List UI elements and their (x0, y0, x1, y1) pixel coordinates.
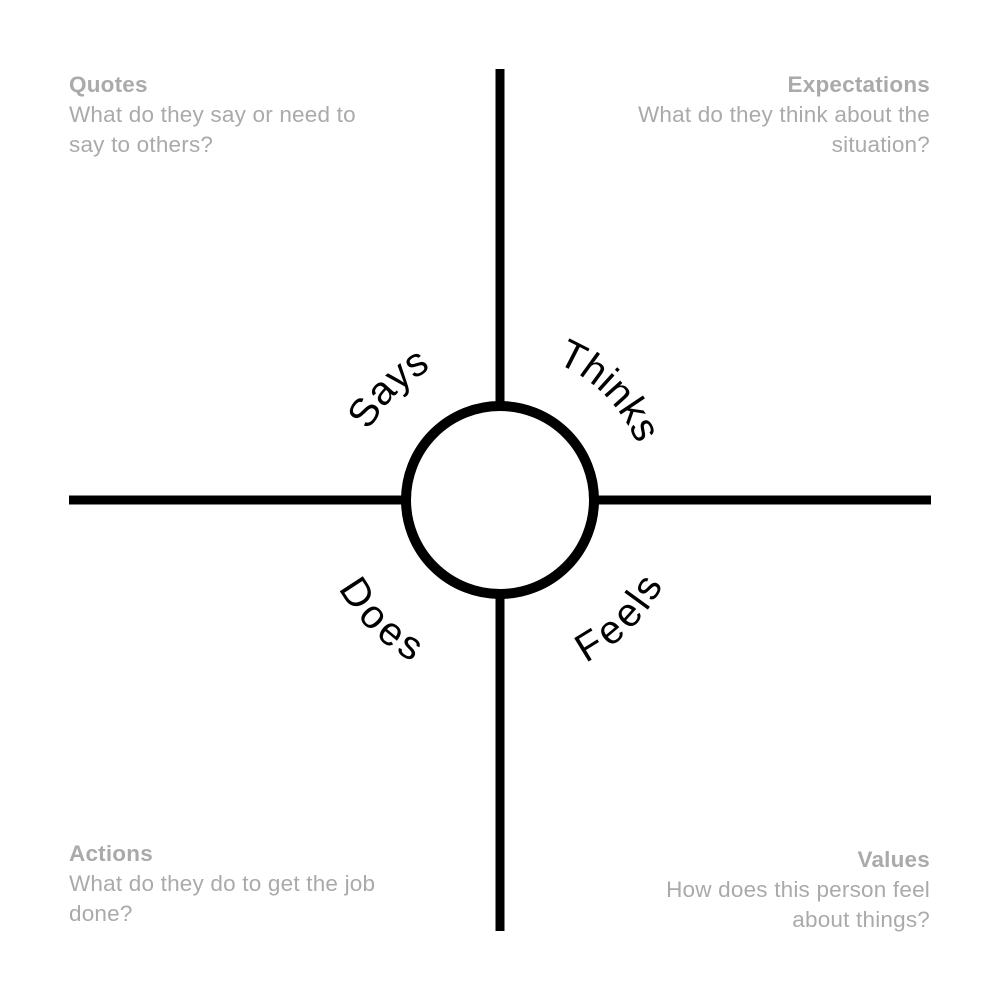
quadrant-note-values: Values How does this person feel about t… (610, 845, 930, 935)
quadrant-title: Quotes (69, 72, 148, 97)
quadrant-note-expectations: Expectations What do they think about th… (610, 70, 930, 160)
quadrant-description: What do they say or need to say to other… (69, 102, 356, 157)
label-feels: Feels (567, 567, 671, 670)
quadrant-title: Values (857, 847, 930, 872)
quadrant-description: What do they do to get the job done? (69, 871, 376, 926)
quadrant-title: Actions (69, 841, 153, 866)
label-does: Does (331, 569, 431, 669)
center-circle (401, 401, 599, 599)
quadrant-description: How does this person feel about things? (666, 877, 930, 932)
quadrant-description: What do they think about the situation? (637, 102, 930, 157)
quadrant-note-quotes: Quotes What do they say or need to say t… (69, 70, 389, 160)
label-says: Says (339, 339, 435, 436)
quadrant-title: Expectations (787, 72, 930, 97)
quadrant-note-actions: Actions What do they do to get the job d… (69, 839, 389, 929)
